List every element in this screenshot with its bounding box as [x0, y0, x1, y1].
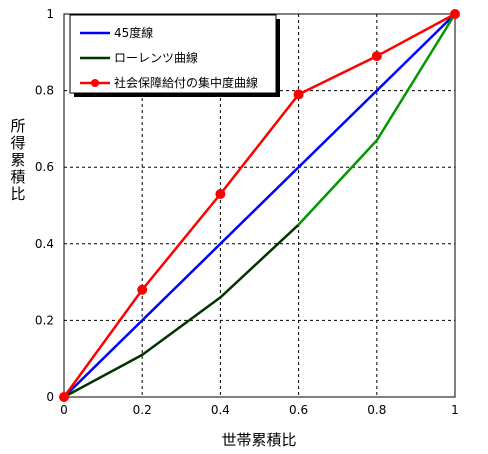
y-tick-label: 0.2	[35, 313, 54, 327]
data-point	[293, 89, 304, 100]
data-point	[137, 284, 148, 295]
x-tick-label: 1	[451, 403, 459, 417]
series-segment	[62, 353, 144, 399]
series-segment	[219, 223, 300, 299]
y-axis-title: 所得累積比	[10, 117, 25, 203]
legend-item: 45度線	[80, 25, 153, 40]
data-point	[450, 9, 460, 19]
series-2	[59, 9, 460, 402]
x-tick-label: 0.4	[211, 403, 230, 417]
data-point	[59, 392, 69, 402]
x-tick-label: 0	[60, 403, 68, 417]
series-segment	[140, 192, 222, 292]
series-layer	[59, 9, 460, 402]
tick-labels: 0 0.2 0.4 0.6 0.8 1 0 0.2 0.4 0.6 0.8 1	[35, 7, 459, 417]
legend-item: ローレンツ曲線	[80, 50, 198, 65]
legend-label: 社会保障給付の集中度曲線	[114, 75, 258, 90]
series-1	[62, 12, 457, 399]
legend-item: 社会保障給付の集中度曲線	[80, 75, 258, 90]
series-segment	[140, 296, 222, 357]
x-tick-label: 0.8	[367, 403, 386, 417]
series-segment	[297, 139, 379, 226]
series-segment	[62, 12, 457, 399]
x-axis-title: 世帯累積比	[221, 431, 296, 449]
y-tick-label: 0.4	[35, 237, 54, 251]
legend-label: ローレンツ曲線	[114, 50, 198, 65]
y-tick-label: 0	[46, 390, 54, 404]
series-segment	[219, 93, 300, 196]
y-tick-label: 1	[46, 7, 54, 21]
legend-label: 45度線	[114, 25, 153, 40]
data-point	[215, 189, 226, 200]
legend-box	[69, 14, 277, 94]
x-tick-label: 0.6	[289, 403, 308, 417]
plot-frame	[63, 13, 456, 398]
series-0	[62, 12, 457, 399]
data-point	[371, 51, 382, 62]
x-tick-label: 0.2	[133, 403, 152, 417]
series-segment	[375, 12, 457, 142]
series-segment	[297, 54, 379, 96]
grid	[64, 14, 455, 397]
series-segment	[375, 12, 457, 58]
y-tick-label: 0.8	[35, 84, 54, 98]
legend-marker	[91, 79, 99, 87]
y-tick-label: 0.6	[35, 160, 54, 174]
series-segment	[62, 288, 144, 399]
